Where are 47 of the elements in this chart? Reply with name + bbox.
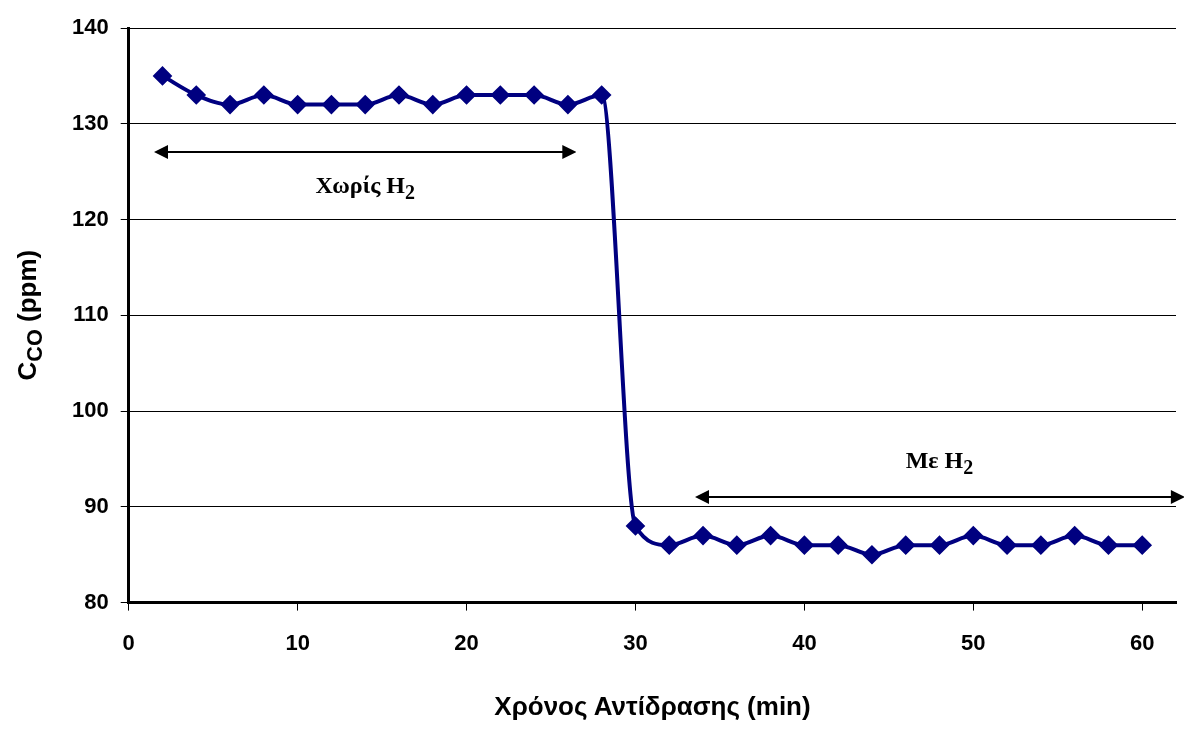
point [389, 86, 408, 105]
point [322, 95, 341, 114]
point [862, 545, 881, 564]
point [660, 536, 679, 555]
y-tick-label: 140 [71, 14, 109, 40]
point [930, 536, 949, 555]
point [829, 536, 848, 555]
annotation: Με H$_{2}$ [905, 447, 974, 480]
point [795, 536, 814, 555]
point [525, 86, 544, 105]
annotation: Χωρίς H$_{2}$ [315, 172, 415, 205]
point [558, 95, 577, 114]
point [592, 86, 611, 105]
point [254, 86, 273, 105]
x-tick-label: 0 [122, 629, 135, 655]
x-tick-label: 40 [792, 629, 817, 655]
point [998, 536, 1017, 555]
point [626, 516, 645, 535]
point [1133, 536, 1152, 555]
point [896, 536, 915, 555]
point [153, 66, 172, 85]
point [964, 526, 983, 545]
point [1031, 536, 1050, 555]
point [1099, 536, 1118, 555]
point [288, 95, 307, 114]
point [727, 536, 746, 555]
point [423, 95, 442, 114]
x-tick-label: 60 [1129, 629, 1155, 655]
x-tick-label: 10 [285, 629, 310, 655]
x-tick-label: 50 [961, 629, 986, 655]
y-tick-label: 130 [71, 109, 109, 135]
point [221, 95, 240, 114]
x-axis-title: Χρόνος Αντίδρασης (min) [494, 690, 811, 722]
x-tick-label: 20 [454, 629, 479, 655]
point [761, 526, 780, 545]
y-tick-label: 90 [84, 492, 109, 518]
y-tick-label: 110 [73, 301, 109, 327]
y-tick-label: 120 [71, 205, 109, 231]
point [491, 86, 510, 105]
point [1065, 526, 1084, 545]
y-tick-label: 100 [71, 397, 109, 423]
point [187, 86, 206, 105]
y-tick-label: 80 [84, 588, 109, 614]
x-tick-label: 30 [623, 629, 648, 655]
point [457, 86, 476, 105]
point [356, 95, 375, 114]
point [694, 526, 713, 545]
